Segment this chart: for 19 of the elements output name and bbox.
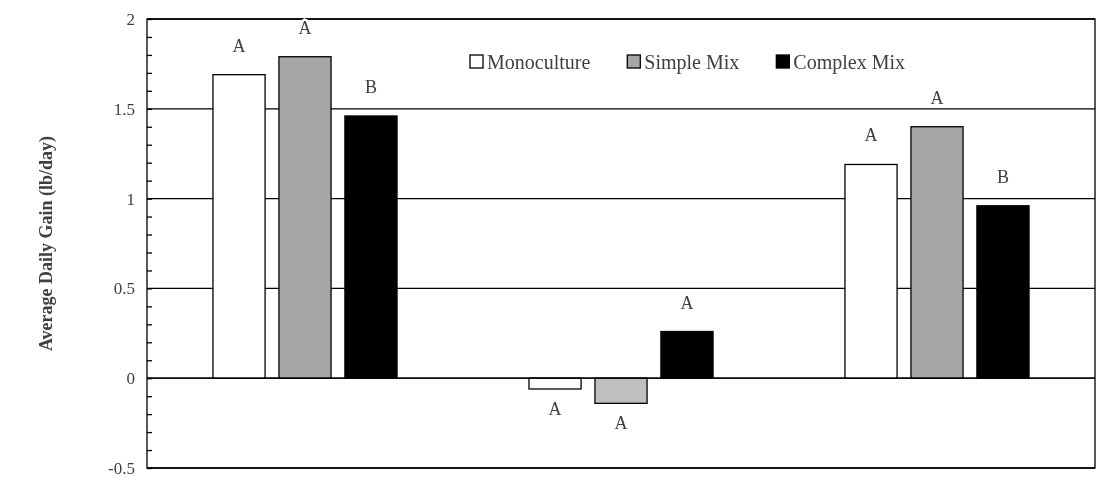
annotation: A — [614, 413, 628, 434]
annotation: A — [548, 398, 562, 419]
annotation: A — [864, 125, 878, 146]
annotation: A — [930, 87, 944, 108]
legend-label: Monoculture — [487, 51, 591, 73]
annotation: B — [364, 76, 377, 97]
y-tick-label: -0.5 — [108, 458, 135, 478]
annotation: A — [232, 35, 246, 56]
y-tick-label: 1 — [126, 189, 135, 209]
annotation: A — [680, 292, 694, 313]
y-tick-label: 0 — [126, 369, 135, 389]
y-tick-label: 0.5 — [113, 279, 135, 299]
y-tick-label: 2 — [126, 9, 135, 29]
legend-label: Complex Mix — [793, 51, 905, 74]
y-axis-title: Average Daily Gain (lb/day) — [36, 135, 57, 352]
legend-label: Simple Mix — [644, 51, 740, 74]
annotation: A — [298, 17, 312, 38]
y-tick-label: 1.5 — [113, 99, 135, 119]
annotation: B — [996, 166, 1009, 187]
